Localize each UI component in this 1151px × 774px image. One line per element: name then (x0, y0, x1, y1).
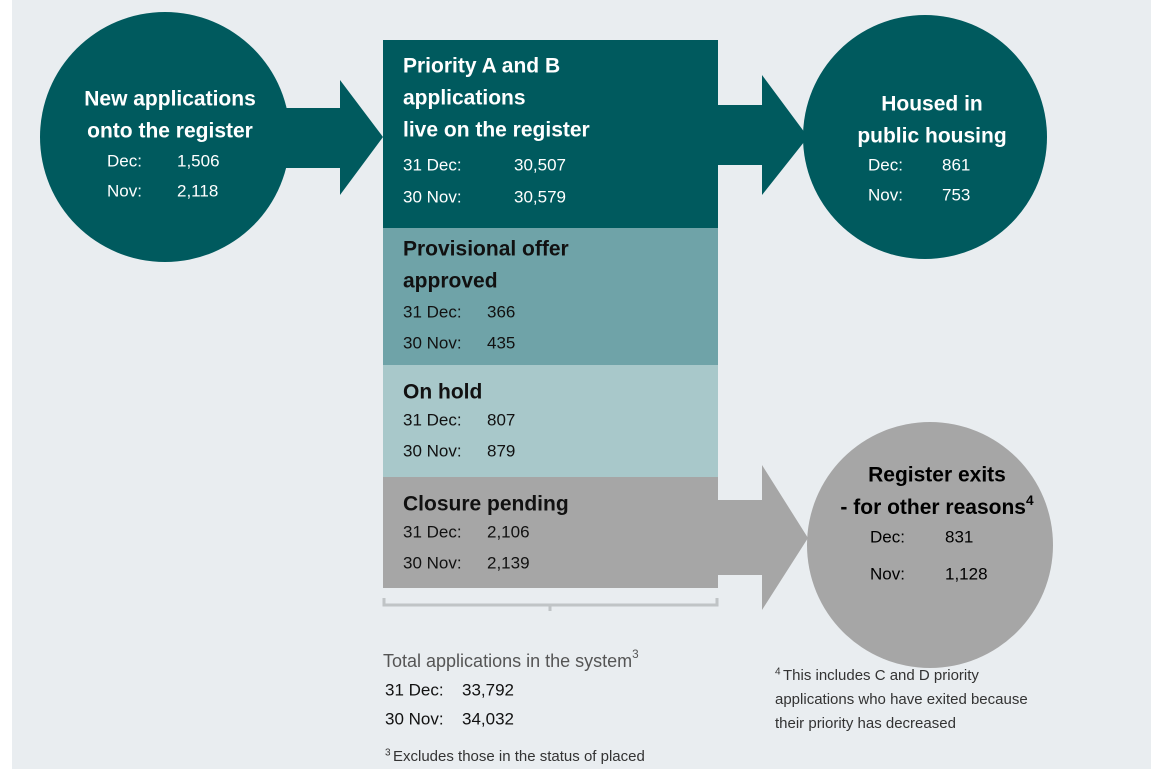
row-value: 30,507 (514, 155, 566, 174)
section-title: Priority A and B (403, 55, 560, 78)
superscript: 3 (632, 648, 639, 661)
row-value: 753 (942, 185, 970, 204)
section-title: On hold (403, 381, 482, 404)
superscript: 4 (1026, 493, 1034, 508)
footnote-marker: 4 (775, 667, 781, 678)
row-label: Dec: (107, 151, 142, 170)
row-label: Nov: (107, 181, 142, 200)
row-label: Dec: (868, 155, 903, 174)
title: New applications (84, 88, 256, 111)
section-box (383, 228, 718, 365)
row-value: 831 (945, 527, 973, 546)
title: Register exits (868, 464, 1006, 487)
total-title: Total applications in the system3 (383, 648, 639, 671)
footnote: their priority has decreased (775, 715, 956, 732)
section-title: approved (403, 270, 498, 293)
section-title: applications (403, 87, 526, 110)
arrow (718, 75, 808, 195)
row-value: 435 (487, 333, 515, 352)
row-value: 2,106 (487, 522, 530, 541)
row-label: 30 Nov: (403, 333, 462, 352)
row-value: 879 (487, 441, 515, 460)
title: onto the register (87, 120, 253, 143)
section-title: Provisional offer (403, 238, 569, 261)
section-box (383, 477, 718, 588)
row-value: 2,118 (177, 181, 218, 200)
row-label: 30 Nov: (403, 187, 462, 206)
row-label: 31 Dec: (403, 522, 462, 541)
row-value: 366 (487, 302, 515, 321)
row-label: 30 Nov: (403, 441, 462, 460)
row-label: 31 Dec: (403, 155, 462, 174)
footnote: Excludes those in the status of placed (393, 748, 645, 765)
exits-circle (807, 422, 1053, 668)
row-label: 31 Dec: (403, 410, 462, 429)
section-title: live on the register (403, 119, 590, 142)
housed-circle (803, 15, 1047, 259)
row-value: 33,792 (462, 680, 514, 699)
footnote-marker: 3 (385, 748, 391, 759)
footnote: This includes C and D priority (783, 667, 979, 684)
row-value: 30,579 (514, 187, 566, 206)
row-label: 30 Nov: (385, 709, 444, 728)
row-label: Nov: (868, 185, 903, 204)
row-value: 1,506 (177, 151, 220, 170)
row-value: 34,032 (462, 709, 514, 728)
title: - for other reasons4 (840, 493, 1034, 519)
row-label: 31 Dec: (385, 680, 444, 699)
inflow-circle (40, 12, 290, 262)
arrow (280, 80, 383, 195)
title: public housing (857, 125, 1006, 148)
row-label: 30 Nov: (403, 553, 462, 572)
row-value: 2,139 (487, 553, 530, 572)
row-value: 807 (487, 410, 515, 429)
section-title: Closure pending (403, 493, 569, 516)
section-box (383, 365, 718, 477)
row-value: 1,128 (945, 564, 988, 583)
row-label: Nov: (870, 564, 905, 583)
section-box (383, 40, 718, 228)
row-label: Dec: (870, 527, 905, 546)
bracket (382, 598, 719, 611)
title: Housed in (881, 93, 983, 116)
row-label: 31 Dec: (403, 302, 462, 321)
arrow (718, 465, 808, 610)
row-value: 861 (942, 155, 970, 174)
footnote: applications who have exited because (775, 691, 1028, 708)
